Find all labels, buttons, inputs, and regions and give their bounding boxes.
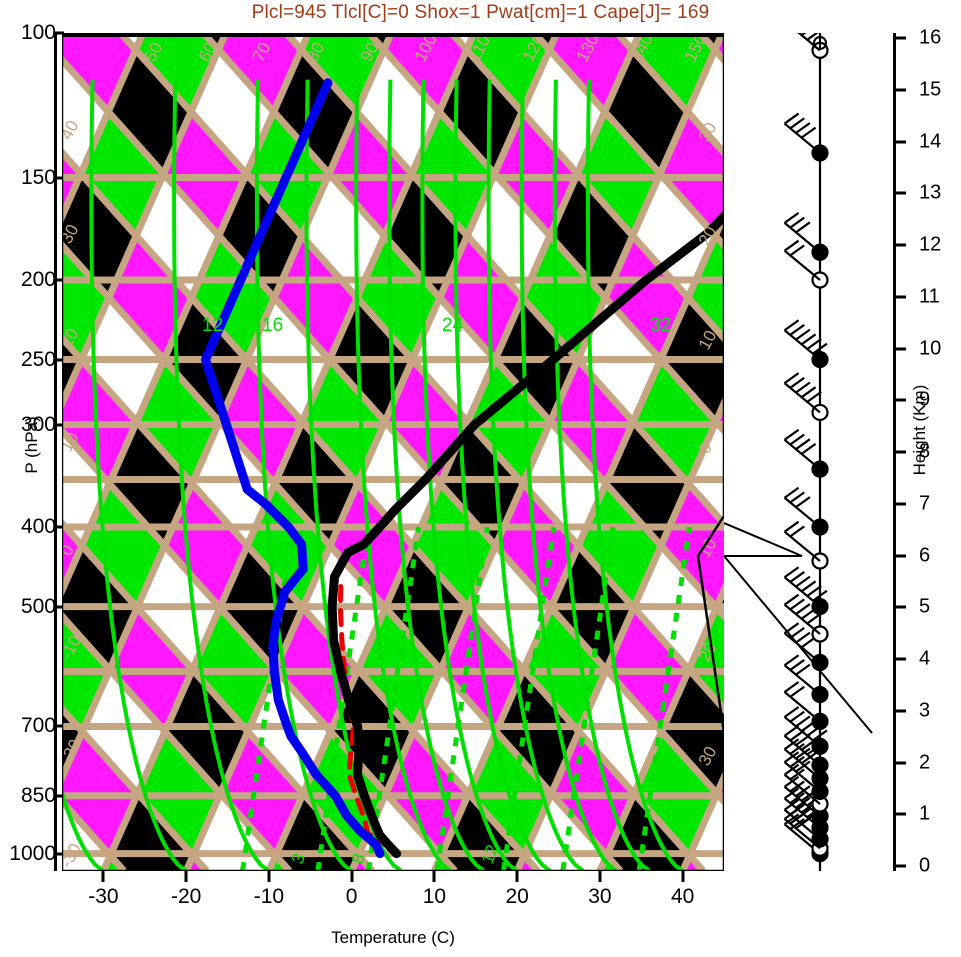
height-tick-mark (893, 347, 906, 350)
height-tick-label: 14 (919, 130, 942, 152)
height-tick-label: 7 (919, 492, 931, 515)
temperature-tick-mark (432, 871, 436, 882)
svg-text:16: 16 (262, 315, 283, 336)
height-tick-mark (893, 243, 906, 247)
svg-text:24: 24 (442, 315, 464, 336)
height-tick-label: 1 (919, 802, 931, 825)
height-tick-label: 8 (919, 440, 931, 463)
height-tick-mark (893, 398, 906, 402)
height-tick-mark (893, 812, 906, 816)
height-tick-mark (893, 864, 906, 868)
height-tick-mark (893, 709, 906, 713)
temperature-tick-mark (184, 871, 188, 882)
pressure-tick-label: 250 (20, 347, 56, 371)
height-tick-label: 10 (919, 337, 942, 359)
pressure-tick-label: 700 (20, 714, 56, 738)
height-tick-mark (893, 140, 906, 143)
pressure-tick-mark (55, 852, 64, 856)
pressure-tick-mark (55, 724, 64, 728)
height-tick-mark (893, 605, 906, 609)
pressure-tick-label: 200 (20, 268, 56, 292)
height-tick-mark (893, 88, 906, 92)
height-tick-mark (893, 450, 906, 454)
temperature-tick-label: 20 (505, 885, 529, 908)
height-tick-label: 5 (919, 595, 931, 618)
temperature-tick-mark (350, 871, 354, 882)
height-tick-mark (893, 554, 906, 557)
temperature-tick-mark (267, 871, 271, 882)
temperature-tick-label: -30 (88, 885, 119, 908)
svg-text:12: 12 (202, 315, 223, 336)
pressure-tick-mark (55, 176, 64, 179)
pressure-tick-mark (55, 525, 64, 529)
pressure-tick-mark (55, 358, 64, 362)
skewt-plot-svg: 5060708090100110120130140150160403020100… (62, 33, 724, 871)
height-tick-mark (893, 657, 906, 661)
temperature-tick-label: -10 (253, 885, 285, 908)
temperature-tick-mark (101, 871, 105, 882)
height-tick-label: 13 (919, 181, 942, 204)
height-axis-label: Height (Km) (910, 384, 929, 476)
temperature-tick-label: 10 (422, 885, 447, 908)
temperature-tick-mark (598, 871, 602, 882)
temperature-axis-label: Temperature (C) (331, 928, 455, 947)
temperature-tick-label: 40 (670, 885, 695, 908)
height-tick-mark (893, 191, 906, 195)
pressure-tick-label: 150 (20, 165, 56, 189)
pressure-tick-label: 850 (20, 783, 56, 807)
height-tick-label: 11 (919, 285, 940, 308)
temperature-axis: -30 -20 -10 0 10 20 30 40 (62, 871, 724, 911)
height-tick-mark (893, 761, 906, 764)
plot-area: 5060708090100110120130140150160403020100… (62, 33, 724, 871)
height-tick-mark (893, 502, 906, 506)
pressure-tick-mark (55, 423, 64, 427)
height-tick-mark (893, 295, 906, 299)
height-tick-label: 16 (919, 26, 942, 49)
wind-barb-column (724, 33, 873, 871)
pressure-tick-label: 400 (20, 515, 56, 539)
temperature-tick-label: 30 (588, 885, 612, 908)
height-tick-label: 12 (919, 233, 942, 256)
pressure-tick-mark (55, 31, 64, 35)
pressure-tick-label: 1000 (9, 841, 56, 865)
pressure-tick-mark (55, 605, 64, 609)
height-tick-mark (893, 36, 906, 40)
height-axis: 0 1 2 3 4 5 6 7 8 9 10 11 12 13 14 15 16 (893, 27, 961, 877)
height-tick-label: 2 (919, 751, 931, 773)
pressure-tick-label: 100 (20, 21, 56, 44)
temperature-tick-mark (681, 871, 685, 882)
height-tick-label: 0 (919, 854, 931, 877)
height-tick-label: 6 (919, 544, 931, 566)
pressure-tick-mark (55, 794, 64, 798)
pressure-axis: 100 150 200 250 300 400 500 700 850 1000 (0, 21, 64, 871)
pressure-tick-label: 300 (20, 412, 56, 436)
height-tick-label: 3 (919, 699, 931, 722)
height-tick-label: 15 (919, 78, 942, 101)
page-title: Plcl=945 Tlcl[C]=0 Shox=1 Pwat[cm]=1 Cap… (251, 2, 710, 23)
temperature-tick-mark (515, 871, 519, 882)
svg-text:32: 32 (650, 315, 671, 336)
pressure-axis-label: P (hPa) (22, 416, 41, 474)
temperature-tick-label: -20 (170, 885, 202, 908)
height-tick-label: 4 (919, 647, 931, 670)
pressure-tick-label: 500 (20, 594, 56, 618)
pressure-axis-spine (54, 33, 57, 871)
height-tick-label: 9 (919, 388, 931, 411)
temperature-tick-label: 0 (345, 885, 358, 908)
pressure-tick-mark (55, 278, 64, 282)
